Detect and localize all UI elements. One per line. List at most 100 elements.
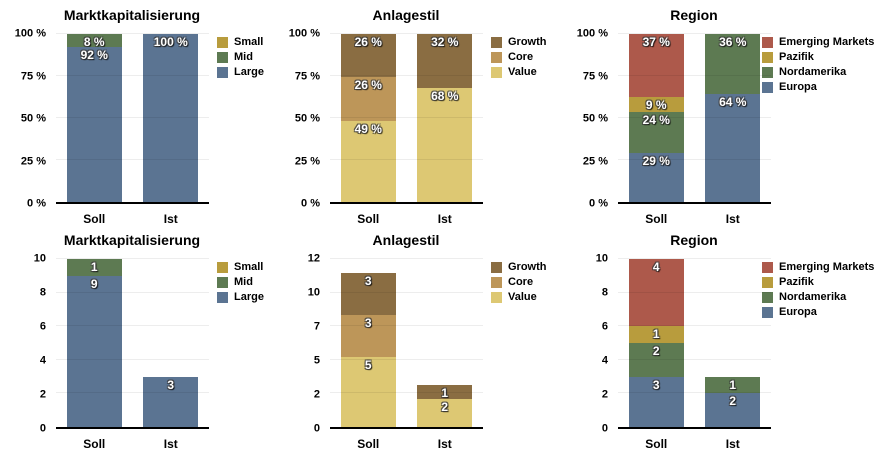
y-tick-label: 2 (313, 388, 320, 401)
segment-emerging-markets: 37 % (628, 34, 684, 97)
y-tick-label: 0 (601, 422, 608, 435)
x-category-label: Ist (437, 212, 452, 226)
y-tick-label: 4 (601, 354, 608, 367)
segment-value-label: 1 (441, 386, 449, 400)
y-tick-label: 0 % (589, 197, 608, 210)
x-axis: Soll Ist (330, 212, 483, 226)
gridline (330, 75, 483, 76)
segment-value: 5 (340, 357, 396, 427)
segment-value: 2 (417, 399, 473, 427)
legend-swatch-icon (762, 291, 773, 303)
legend-label: Emerging Markets (779, 261, 874, 273)
y-tick-label: 12 (307, 252, 320, 265)
legend-swatch-icon (217, 276, 228, 288)
legend-item-large: Large (217, 66, 264, 78)
chart-region-prozent: Region 0 % 25 % 50 % 75 % 100 % 37 % 9 % 24 % 2… (562, 0, 874, 226)
legend-label: Mid (234, 51, 253, 63)
segment-value-label: 3 (167, 377, 175, 392)
x-category-label: Soll (645, 437, 668, 451)
segment-europa: 29 % (628, 152, 684, 202)
segment-value-label: 100 % (153, 35, 188, 49)
y-tick-label: 7 (313, 320, 320, 333)
segment-value-label: 32 % (431, 35, 459, 50)
plot-row: 0 % 25 % 50 % 75 % 100 % 37 % 9 % 24 % 29 % 36 %… (562, 28, 771, 209)
x-axis: Soll Ist (56, 437, 209, 451)
plot-area: 37 % 9 % 24 % 29 % 36 % 64 % (618, 33, 771, 204)
plot-area: 8 % 92 % 100 % (56, 33, 209, 204)
segment-value-label: 49 % (354, 121, 382, 136)
gridline (56, 392, 209, 394)
segment-value-label: 9 % (645, 97, 667, 112)
y-tick-label: 8 (601, 286, 608, 299)
legend-item-small: Small (217, 36, 264, 48)
y-tick-label: 75 % (582, 70, 608, 82)
segment-value-label: 4 (652, 260, 660, 275)
segment-growth: 3 (340, 273, 396, 315)
y-tick-label: 50 % (20, 112, 46, 125)
segment-nordamerika: 1 (705, 376, 761, 394)
legend-label: Large (234, 66, 264, 78)
gridline (56, 159, 209, 160)
legend-item-core: Core (491, 276, 547, 288)
legend: Growth Core Value (491, 36, 547, 81)
segment-value-label: 2 (729, 394, 737, 409)
gridline (330, 325, 483, 327)
bars: 8 % 92 % 100 % (56, 34, 209, 202)
legend-item-mid: Mid (217, 51, 264, 63)
gridline (330, 159, 483, 160)
legend-label: Small (234, 261, 264, 273)
segment-value-label: 3 (652, 377, 660, 392)
y-tick-label: 8 (39, 286, 46, 299)
gridline (56, 258, 209, 259)
gridline (56, 325, 209, 327)
legend-item-core: Core (491, 51, 547, 63)
y-tick-label: 0 (39, 422, 46, 435)
segment-core: 3 (340, 315, 396, 357)
y-tick-label: 25 % (582, 155, 608, 167)
bar-ist: 100 % (143, 34, 199, 202)
legend-label: Emerging Markets (779, 36, 874, 48)
segment-value-label: 29 % (642, 153, 670, 168)
legend-label: Pazifik (779, 276, 814, 288)
legend-label: Europa (779, 81, 817, 93)
legend-swatch-icon (491, 291, 502, 303)
y-tick-label: 100 % (576, 27, 608, 40)
segment-value: 49 % (340, 120, 396, 202)
segment-value: 68 % (417, 87, 473, 202)
segment-large: 3 (143, 376, 199, 427)
segment-europa: 2 (705, 393, 761, 427)
plot-row: 0 % 25 % 50 % 75 % 100 % 8 % 92 % 100 % (0, 28, 209, 209)
gridline (330, 33, 483, 34)
gridline (56, 117, 209, 118)
chart-title: Anlagestil (372, 232, 440, 248)
y-tick-label: 50 % (294, 112, 320, 125)
bar-soll: 4 1 2 3 (628, 259, 684, 427)
legend-swatch-icon (217, 261, 228, 273)
gridline (56, 33, 209, 34)
legend: Small Mid Large (217, 36, 264, 81)
segment-value-label: 5 (364, 358, 372, 372)
chart-anlagestil-prozent: Anlagestil 0 % 25 % 50 % 75 % 100 % 26 % 26 %… (274, 0, 562, 226)
segment-pazifik: 1 (628, 326, 684, 344)
y-tick-label: 5 (313, 354, 320, 367)
x-category-label: Ist (437, 437, 452, 451)
legend-item-pazifik: Pazifik (762, 276, 874, 288)
legend-swatch-icon (762, 276, 773, 288)
gridline (330, 291, 483, 293)
legend-item-value: Value (491, 66, 547, 78)
y-tick-label: 0 % (27, 197, 46, 210)
gridline (330, 392, 483, 394)
legend-item-emerging-markets: Emerging Markets (762, 261, 874, 273)
gridline (618, 75, 771, 76)
segment-value-label: 37 % (642, 35, 670, 50)
gridline (618, 258, 771, 259)
legend-item-pazifik: Pazifik (762, 51, 874, 63)
gridline (618, 392, 771, 394)
y-axis: 0 2 4 6 8 10 (0, 253, 56, 434)
